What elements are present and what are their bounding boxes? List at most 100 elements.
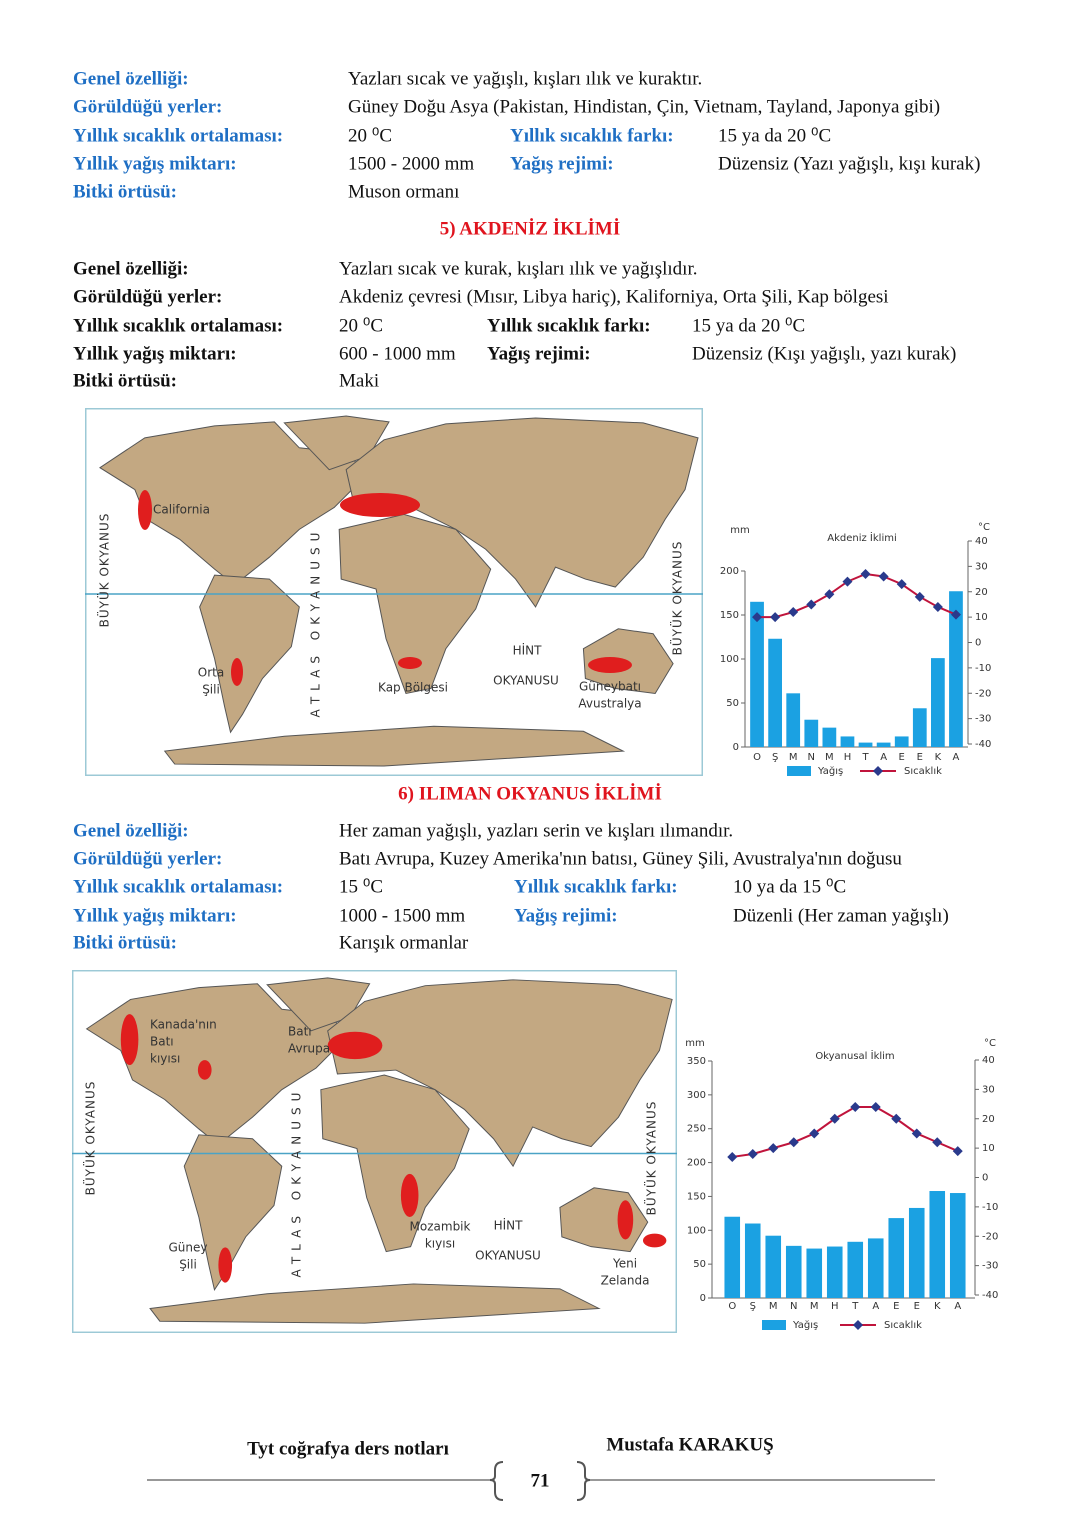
map-label: Şili — [202, 683, 220, 697]
temperature-marker — [891, 1113, 902, 1124]
temperature-marker — [752, 612, 763, 623]
map-label: BÜYÜK OKYANUS — [643, 1101, 659, 1216]
x-tick-label: Ş — [772, 752, 778, 763]
field-value: 15 ya da 20 ⁰C — [692, 315, 805, 336]
map-label: ATLAS OKYANUSU — [309, 527, 323, 718]
y2-axis-label: °C — [978, 522, 990, 533]
y2-tick-label: 20 — [975, 587, 988, 598]
section-heading: 5) AKDENİZ İKLİMİ — [440, 218, 621, 239]
precipitation-bar — [867, 1238, 884, 1298]
y-tick-label: 0 — [733, 742, 739, 753]
temperature-marker — [768, 1143, 779, 1154]
temperature-marker — [770, 612, 781, 623]
map-label: OKYANUSU — [493, 674, 559, 688]
field-label: Yıllık sıcaklık ortalaması: — [73, 125, 283, 146]
field-value: Maki — [339, 370, 379, 391]
x-tick-label: N — [790, 1301, 797, 1312]
map-label: kıyısı — [150, 1052, 180, 1066]
legend-marker — [853, 1320, 863, 1330]
x-tick-label: E — [893, 1301, 899, 1312]
legend-marker — [873, 766, 883, 776]
x-tick-label: H — [831, 1301, 839, 1312]
precipitation-bar — [912, 708, 927, 747]
x-tick-label: E — [917, 752, 923, 763]
field-label: Görüldüğü yerler: — [73, 96, 222, 117]
map-label: BÜYÜK OKYANUS — [96, 513, 112, 628]
y2-tick-label: 40 — [975, 536, 988, 547]
precipitation-bar — [876, 742, 891, 747]
legend-label: Sıcaklık — [904, 766, 942, 777]
y2-tick-label: -20 — [975, 688, 991, 699]
temperature-marker — [896, 579, 907, 590]
field-value: 15 ya da 20 ⁰C — [718, 125, 831, 146]
y2-tick-label: 10 — [975, 612, 988, 623]
precipitation-bar — [949, 1193, 966, 1298]
map — [85, 408, 703, 776]
bracket — [576, 1461, 591, 1501]
chart-title: Akdeniz İklimi — [827, 531, 897, 544]
field-value: Güney Doğu Asya (Pakistan, Hindistan, Çi… — [348, 96, 940, 117]
legend-label: Yağış — [792, 1319, 818, 1331]
x-tick-label: O — [753, 752, 761, 763]
temperature-marker — [788, 1137, 799, 1148]
precipitation-bar — [768, 638, 782, 747]
field-label: Yıllık sıcaklık farkı: — [487, 315, 651, 336]
bracket — [489, 1461, 504, 1501]
field-label: Yağış rejimi: — [510, 153, 614, 174]
field-value: Yazları sıcak ve yağışlı, kışları ılık v… — [348, 68, 702, 89]
field-value: Düzensiz (Kışı yağışlı, yazı kurak) — [692, 343, 956, 364]
chart-title: Okyanusal İklim — [815, 1049, 894, 1062]
precipitation-bar — [822, 727, 837, 747]
x-tick-label: T — [861, 752, 869, 763]
precipitation-bar — [894, 736, 909, 747]
field-label: Yağış rejimi: — [514, 905, 618, 926]
page-number: 71 — [531, 1470, 550, 1491]
map-label: Avrupa — [288, 1042, 330, 1056]
precipitation-bar — [826, 1246, 843, 1298]
field-label: Yıllık yağış miktarı: — [73, 905, 237, 926]
y2-tick-label: 30 — [982, 1084, 995, 1095]
y2-tick-label: 40 — [982, 1055, 995, 1066]
map-label: Kanada'nın — [150, 1018, 217, 1032]
footer-author: Mustafa KARAKUŞ — [606, 1434, 773, 1455]
field-value: Yazları sıcak ve kurak, kışları ılık ve … — [339, 258, 697, 279]
temperature-marker — [860, 568, 871, 579]
temperature-marker — [842, 576, 853, 587]
map — [72, 970, 677, 1333]
map-label: HİNT — [513, 643, 543, 658]
map-label: BÜYÜK OKYANUS — [669, 541, 685, 656]
y2-tick-label: -10 — [975, 663, 991, 674]
footer-course: Tyt coğrafya ders notları — [247, 1438, 449, 1459]
precipitation-bar — [908, 1207, 925, 1298]
y-tick-label: 0 — [700, 1293, 706, 1304]
temperature-marker — [829, 1113, 840, 1124]
y-tick-label: 100 — [720, 654, 739, 665]
field-value: 20 ⁰C — [339, 315, 383, 336]
field-label: Yıllık sıcaklık ortalaması: — [73, 876, 283, 897]
y2-tick-label: 30 — [975, 561, 988, 572]
x-tick-label: M — [810, 1301, 819, 1312]
field-label: Görüldüğü yerler: — [73, 286, 222, 307]
map-label: Batı — [150, 1035, 174, 1049]
temperature-marker — [952, 1146, 963, 1157]
y-tick-label: 150 — [720, 610, 739, 621]
precipitation-bar — [724, 1216, 741, 1298]
y2-tick-label: -40 — [975, 739, 991, 750]
field-label: Yıllık sıcaklık farkı: — [514, 876, 678, 897]
map-label: Yeni — [612, 1257, 637, 1271]
field-label: Görüldüğü yerler: — [73, 848, 222, 869]
field-value: Karışık ormanlar — [339, 932, 469, 953]
field-value: Her zaman yağışlı, yazları serin ve kışl… — [339, 820, 733, 841]
precipitation-bar — [949, 591, 963, 747]
map-label: Avustralya — [578, 697, 641, 711]
temperature-marker — [950, 609, 961, 620]
precipitation-bar — [929, 1191, 946, 1298]
field-label: Genel özelliği: — [73, 820, 189, 841]
temperature-marker — [727, 1151, 738, 1162]
temperature-marker — [824, 589, 835, 600]
y-tick-label: 350 — [687, 1056, 706, 1067]
precipitation-bar — [744, 1223, 761, 1298]
y-tick-label: 300 — [687, 1090, 706, 1101]
precipitation-bar — [888, 1218, 905, 1298]
